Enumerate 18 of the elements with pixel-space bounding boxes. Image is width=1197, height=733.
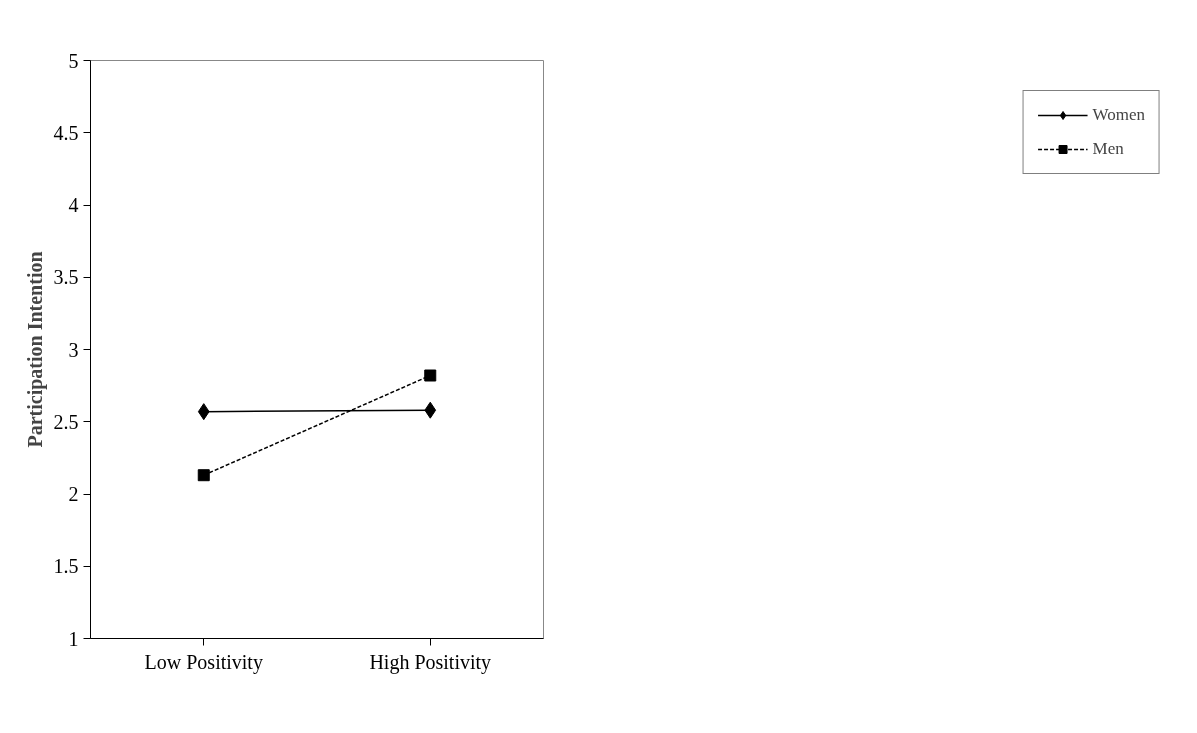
- point: [197, 403, 210, 421]
- y-tick-label: 4.5: [53, 121, 79, 144]
- legend-label: Women: [1092, 105, 1145, 125]
- y-tick-label: 1.5: [53, 555, 79, 578]
- y-tick-label: 2: [68, 483, 79, 505]
- point: [424, 369, 437, 382]
- x-tick-label: Low Positivity: [144, 650, 263, 674]
- point: [424, 401, 437, 419]
- y-tick-label: 5: [68, 49, 79, 72]
- legend-label: Men: [1092, 139, 1124, 159]
- y-tick-label: 4: [68, 194, 79, 216]
- y-tick-label: 1: [68, 627, 79, 650]
- x-tick-label: High Positivity: [369, 650, 492, 674]
- y-tick-label: 3: [68, 338, 79, 361]
- point: [197, 469, 210, 482]
- y-tick-label: 3.5: [53, 266, 79, 289]
- y-axis-title: Participation Intention: [23, 251, 47, 448]
- y-tick-label: 2.5: [53, 410, 79, 433]
